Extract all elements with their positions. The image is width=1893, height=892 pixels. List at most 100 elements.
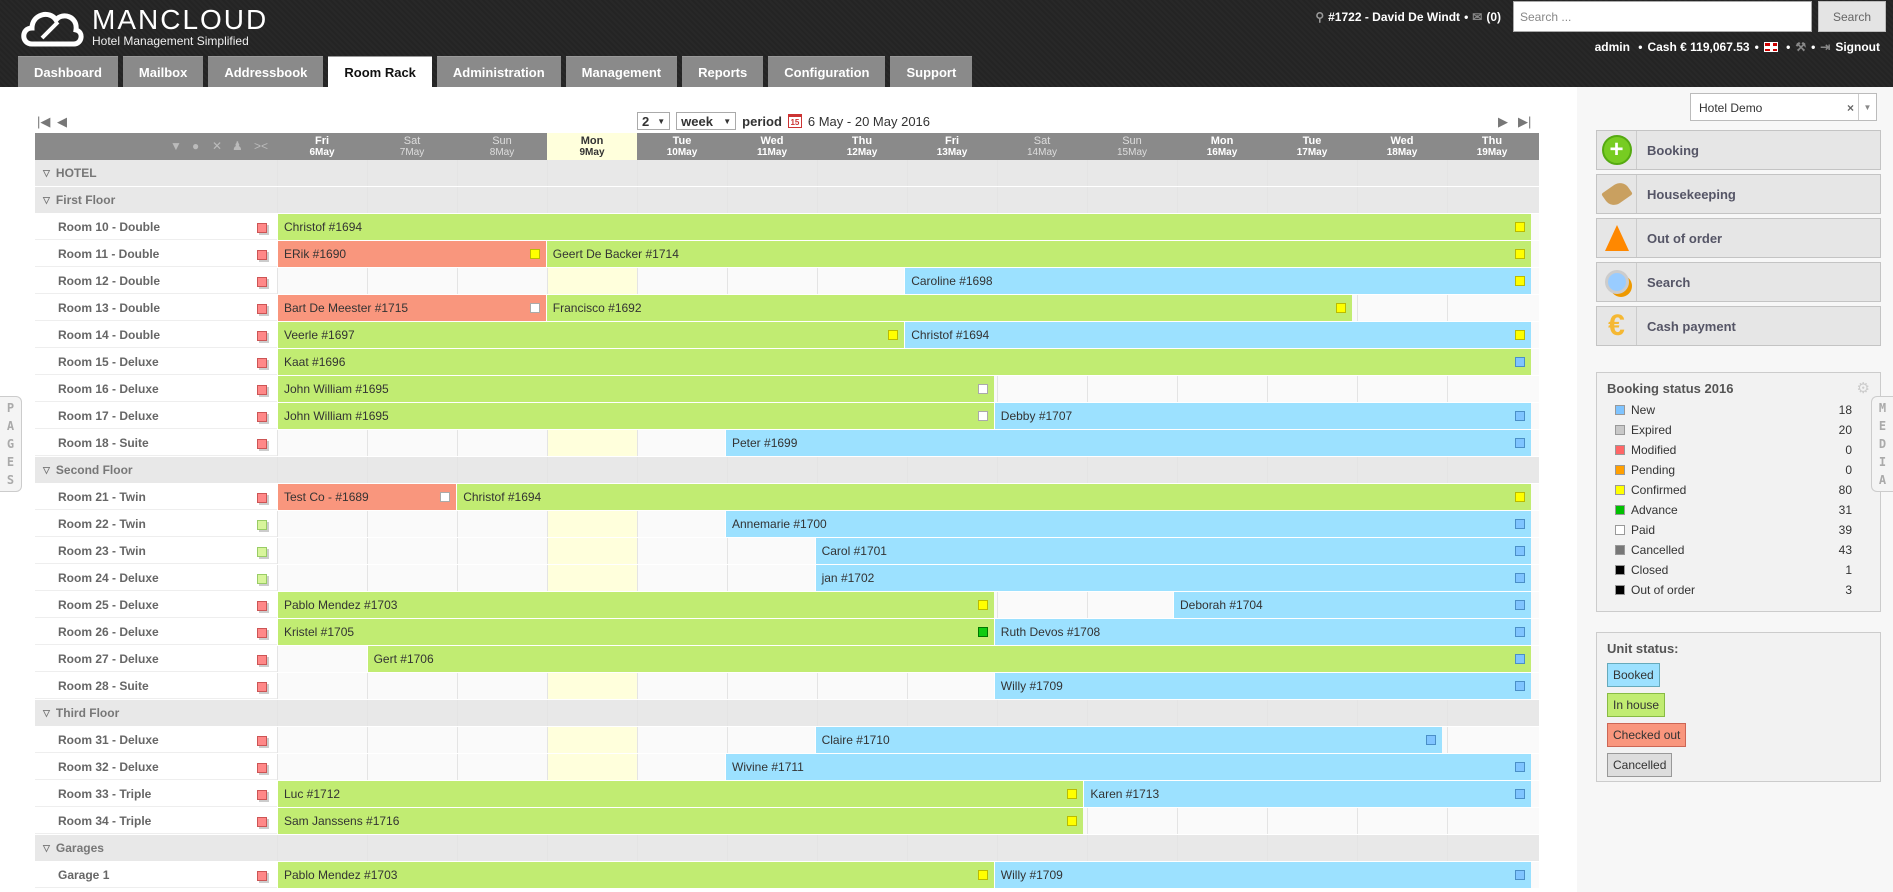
unit-label[interactable]: Room 10 - Double bbox=[35, 214, 277, 240]
collapse-triangle-icon[interactable]: ▽ bbox=[43, 842, 50, 853]
unit-label[interactable]: Room 28 - Suite bbox=[35, 673, 277, 699]
booking-bar[interactable]: Peter #1699 bbox=[725, 430, 1532, 456]
day-cell[interactable] bbox=[367, 187, 457, 213]
day-cell[interactable] bbox=[907, 835, 997, 861]
tab-reports[interactable]: Reports bbox=[682, 56, 764, 87]
gear-icon[interactable]: ⚙ bbox=[1856, 380, 1870, 397]
booking-bar[interactable]: Claire #1710 bbox=[814, 727, 1442, 753]
day-cell[interactable] bbox=[367, 457, 457, 483]
booking-bar[interactable]: Christof #1694 bbox=[277, 214, 1532, 240]
day-cell[interactable] bbox=[277, 268, 367, 294]
day-cell[interactable] bbox=[1267, 835, 1357, 861]
collapse-triangle-icon[interactable]: ▽ bbox=[43, 194, 50, 205]
booking-status-item[interactable]: Pending 0 bbox=[1597, 460, 1880, 480]
day-cell[interactable] bbox=[907, 160, 997, 186]
out-of-order-button[interactable]: Out of order bbox=[1596, 218, 1881, 258]
day-cell[interactable] bbox=[637, 754, 727, 780]
day-cell[interactable] bbox=[457, 727, 547, 753]
booking-bar[interactable]: Bart De Meester #1715 bbox=[277, 295, 546, 321]
day-cell[interactable] bbox=[277, 511, 367, 537]
day-cell[interactable] bbox=[547, 727, 637, 753]
day-cell[interactable] bbox=[367, 754, 457, 780]
day-header[interactable]: Tue 17May bbox=[1296, 135, 1328, 158]
day-cell[interactable] bbox=[367, 565, 457, 591]
current-booking-link[interactable]: #1722 - David De Windt bbox=[1328, 10, 1461, 24]
booking-bar[interactable]: Karen #1713 bbox=[1083, 781, 1532, 807]
unit-label[interactable]: Room 12 - Double bbox=[35, 268, 277, 294]
day-header[interactable]: Mon 9May bbox=[547, 133, 637, 160]
day-cell[interactable] bbox=[277, 538, 367, 564]
unit-status-indicator[interactable] bbox=[257, 331, 267, 341]
day-cell[interactable] bbox=[547, 430, 637, 456]
filter-icon[interactable]: ▼ bbox=[170, 139, 182, 153]
day-cell[interactable] bbox=[1177, 160, 1267, 186]
day-header[interactable]: Sat 7May bbox=[399, 135, 425, 158]
booking-bar[interactable]: Willy #1709 bbox=[993, 673, 1532, 699]
day-cell[interactable] bbox=[727, 160, 817, 186]
day-cell[interactable] bbox=[1177, 808, 1267, 834]
day-cell[interactable] bbox=[727, 835, 817, 861]
unit-status-indicator[interactable] bbox=[257, 223, 267, 233]
day-cell[interactable] bbox=[1087, 376, 1177, 402]
next-icon[interactable]: ▶ bbox=[1498, 114, 1508, 129]
day-cell[interactable] bbox=[367, 160, 457, 186]
period-count-select[interactable]: 2 ▼ bbox=[637, 112, 671, 130]
unit-label[interactable]: Room 16 - Deluxe bbox=[35, 376, 277, 402]
day-cell[interactable] bbox=[727, 538, 817, 564]
day-cell[interactable] bbox=[1447, 835, 1537, 861]
day-cell[interactable] bbox=[817, 700, 907, 726]
day-cell[interactable] bbox=[1447, 295, 1537, 321]
day-cell[interactable] bbox=[1177, 187, 1267, 213]
day-cell[interactable] bbox=[1267, 700, 1357, 726]
day-cell[interactable] bbox=[277, 187, 367, 213]
day-cell[interactable] bbox=[997, 160, 1087, 186]
day-cell[interactable] bbox=[1357, 295, 1447, 321]
day-cell[interactable] bbox=[457, 538, 547, 564]
day-cell[interactable] bbox=[727, 187, 817, 213]
day-header[interactable]: Thu 12May bbox=[846, 135, 878, 158]
day-cell[interactable] bbox=[367, 700, 457, 726]
day-cell[interactable] bbox=[277, 673, 367, 699]
day-cell[interactable] bbox=[1267, 808, 1357, 834]
tab-dashboard[interactable]: Dashboard bbox=[18, 56, 118, 87]
unit-status-indicator[interactable] bbox=[257, 304, 267, 314]
day-cell[interactable] bbox=[997, 376, 1087, 402]
unit-status-indicator[interactable] bbox=[257, 520, 267, 530]
calendar-icon[interactable]: 15 bbox=[787, 114, 802, 128]
day-header[interactable]: Thu 19May bbox=[1476, 135, 1508, 158]
last-page-icon[interactable]: ▶| bbox=[1518, 114, 1532, 129]
booking-bar[interactable]: Luc #1712 bbox=[277, 781, 1084, 807]
unit-label[interactable]: Room 34 - Triple bbox=[35, 808, 277, 834]
day-cell[interactable] bbox=[727, 268, 817, 294]
cash-payment-button[interactable]: € Cash payment bbox=[1596, 306, 1881, 346]
day-cell[interactable] bbox=[637, 511, 727, 537]
tab-room-rack[interactable]: Room Rack bbox=[328, 56, 432, 87]
day-cell[interactable] bbox=[637, 565, 727, 591]
day-cell[interactable] bbox=[637, 673, 727, 699]
unit-status-indicator[interactable] bbox=[257, 439, 267, 449]
booking-bar[interactable]: Debby #1707 bbox=[993, 403, 1532, 429]
unit-status-indicator[interactable] bbox=[257, 790, 267, 800]
day-cell[interactable] bbox=[277, 754, 367, 780]
day-cell[interactable] bbox=[1177, 376, 1267, 402]
day-cell[interactable] bbox=[547, 754, 637, 780]
booking-bar[interactable]: Kristel #1705 bbox=[277, 619, 994, 645]
day-cell[interactable] bbox=[457, 565, 547, 591]
unit-label[interactable]: Room 23 - Twin bbox=[35, 538, 277, 564]
unit-status-indicator[interactable] bbox=[257, 412, 267, 422]
day-cell[interactable] bbox=[1357, 376, 1447, 402]
booking-status-item[interactable]: Paid 39 bbox=[1597, 520, 1880, 540]
day-cell[interactable] bbox=[457, 187, 547, 213]
tab-mailbox[interactable]: Mailbox bbox=[122, 56, 204, 87]
day-cell[interactable] bbox=[907, 187, 997, 213]
day-cell[interactable] bbox=[457, 160, 547, 186]
day-cell[interactable] bbox=[637, 187, 727, 213]
day-cell[interactable] bbox=[817, 160, 907, 186]
day-cell[interactable] bbox=[727, 457, 817, 483]
day-cell[interactable] bbox=[1087, 700, 1177, 726]
day-cell[interactable] bbox=[727, 727, 817, 753]
group-toggle[interactable]: ▽ First Floor bbox=[43, 193, 116, 207]
day-cell[interactable] bbox=[457, 754, 547, 780]
housekeeping-button[interactable]: Housekeeping bbox=[1596, 174, 1881, 214]
